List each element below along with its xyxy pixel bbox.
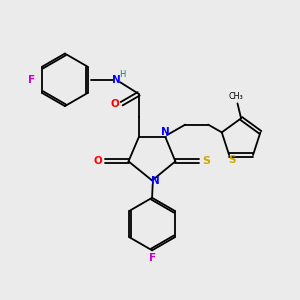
Text: N: N bbox=[161, 127, 170, 137]
Text: O: O bbox=[94, 156, 102, 166]
Text: O: O bbox=[111, 99, 119, 109]
Text: N: N bbox=[112, 75, 121, 85]
Text: N: N bbox=[151, 176, 160, 186]
Text: F: F bbox=[28, 75, 36, 85]
Text: CH₃: CH₃ bbox=[229, 92, 243, 101]
Text: S: S bbox=[202, 156, 210, 166]
Text: S: S bbox=[228, 155, 235, 166]
Text: F: F bbox=[148, 253, 156, 263]
Text: H: H bbox=[119, 70, 125, 79]
